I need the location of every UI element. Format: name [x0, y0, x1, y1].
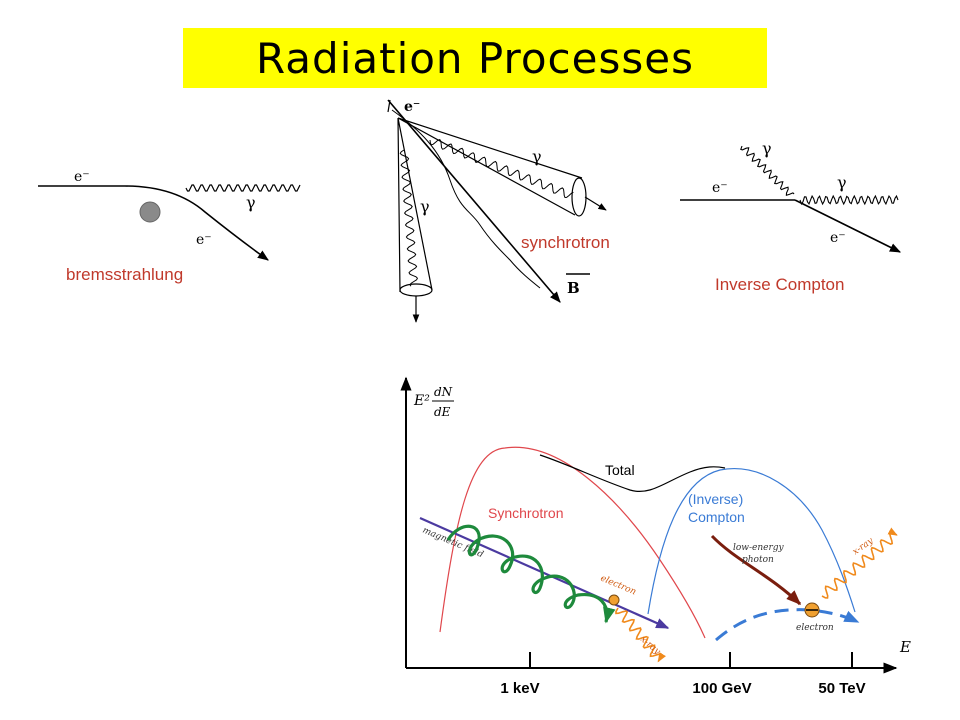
tick-label-100gev: 100 GeV	[692, 680, 751, 697]
electron-dot-sync	[608, 594, 620, 606]
caption-inverse-compton: Inverse Compton	[715, 275, 845, 294]
label-electron-in: e⁻	[74, 169, 90, 185]
photon-wave-down	[399, 149, 419, 287]
photon-in-wave	[740, 145, 795, 197]
label-compton-1: (Inverse)	[688, 491, 743, 507]
title-band: Radiation Processes	[183, 28, 767, 88]
label-electron-compton: electron	[796, 623, 834, 633]
label-electron-sync-plot: electron	[599, 574, 638, 598]
label-synchrotron: Synchrotron	[488, 505, 563, 521]
spectrum-plot: 1 keV 100 GeV 50 TeV E E² dN dE Total Sy…	[400, 376, 911, 697]
y-label-de: dE	[434, 405, 451, 419]
electron-path	[38, 185, 269, 261]
cone-left	[397, 117, 433, 293]
helix-wiggle	[391, 109, 541, 289]
label-ic-gamma-out: γ	[837, 173, 847, 192]
low-energy-photon-arrow	[710, 534, 802, 606]
cone-right-base	[571, 177, 587, 217]
label-compton-2: Compton	[688, 509, 745, 525]
label-photon: γ	[246, 193, 256, 212]
bremsstrahlung-diagram: e⁻ γ e⁻	[38, 169, 301, 261]
synchrotron-curve	[439, 446, 706, 639]
label-field: B	[567, 279, 580, 297]
label-total: Total	[605, 462, 635, 478]
photon-out-wave	[799, 194, 899, 206]
label-low-energy-2: photon	[742, 555, 774, 565]
electron-out	[794, 199, 902, 253]
label-electron-out: e⁻	[196, 232, 212, 248]
label-ic-electron-in: e⁻	[712, 180, 728, 196]
synchrotron-diagram: e⁻ γ γ B	[387, 99, 607, 323]
total-curve	[539, 454, 726, 492]
magnetic-field-line	[419, 516, 670, 630]
x-axis-label: E	[899, 638, 911, 656]
photon-wave	[185, 184, 301, 192]
electron-line	[387, 99, 561, 303]
electron-helix	[446, 524, 616, 624]
label-ic-gamma-in: γ	[762, 139, 772, 158]
compton-electron-path	[715, 608, 860, 642]
photon-wave-right	[429, 139, 574, 199]
page-title: Radiation Processes	[256, 33, 694, 83]
caption-bremsstrahlung: bremsstrahlung	[66, 265, 184, 284]
inverse-compton-diagram: e⁻ γ γ e⁻	[680, 139, 902, 253]
compton-curve	[647, 468, 856, 615]
xray-compton-wave	[821, 527, 898, 599]
nucleus	[139, 201, 161, 223]
y-label-dn: dN	[434, 385, 453, 399]
cone-left-base	[399, 283, 433, 297]
label-low-energy-1: low-energy	[733, 543, 785, 553]
xray-sync-wave	[615, 607, 666, 663]
y-label-e2: E²	[413, 393, 430, 409]
label-ic-electron-out: e⁻	[830, 230, 846, 246]
label-gamma-down: γ	[420, 197, 430, 216]
photon-arrow-right	[584, 196, 607, 211]
tick-label-50tev: 50 TeV	[818, 680, 865, 697]
label-electron-sync: e⁻	[404, 99, 420, 115]
caption-synchrotron: synchrotron	[521, 233, 610, 252]
label-gamma-right: γ	[532, 147, 542, 166]
tick-label-1kev: 1 keV	[500, 680, 539, 697]
